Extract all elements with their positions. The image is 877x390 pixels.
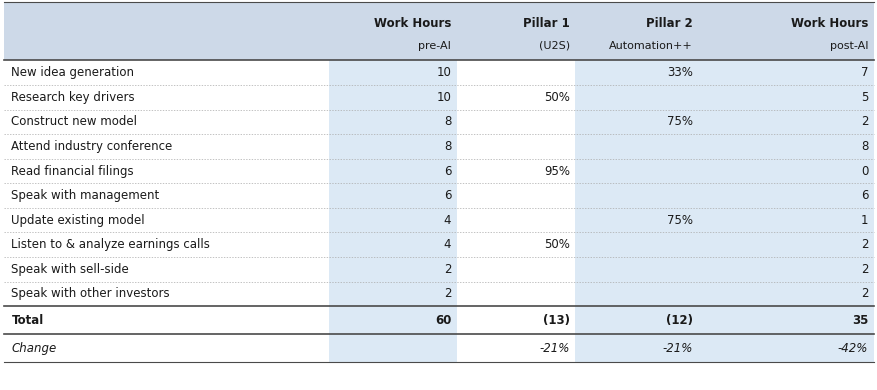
Text: 10: 10 bbox=[436, 91, 451, 104]
Text: Work Hours: Work Hours bbox=[790, 17, 867, 30]
Text: Research key drivers: Research key drivers bbox=[11, 91, 135, 104]
Text: 2: 2 bbox=[859, 287, 867, 300]
Text: 75%: 75% bbox=[666, 115, 692, 128]
Text: post-AI: post-AI bbox=[829, 41, 867, 51]
Bar bbox=[4, 2, 873, 60]
Text: 4: 4 bbox=[443, 214, 451, 227]
Text: 33%: 33% bbox=[667, 66, 692, 79]
Text: 10: 10 bbox=[436, 66, 451, 79]
Text: 75%: 75% bbox=[666, 214, 692, 227]
Bar bbox=[574, 60, 697, 362]
Text: Work Hours: Work Hours bbox=[374, 17, 451, 30]
Text: 4: 4 bbox=[443, 238, 451, 251]
Text: Update existing model: Update existing model bbox=[11, 214, 145, 227]
Text: (12): (12) bbox=[665, 314, 692, 327]
Text: Listen to & analyze earnings calls: Listen to & analyze earnings calls bbox=[11, 238, 210, 251]
Text: 8: 8 bbox=[444, 115, 451, 128]
Text: 5: 5 bbox=[860, 91, 867, 104]
Text: Speak with other investors: Speak with other investors bbox=[11, 287, 170, 300]
Text: -42%: -42% bbox=[837, 342, 867, 355]
Text: Automation++: Automation++ bbox=[609, 41, 692, 51]
Bar bbox=[329, 60, 456, 362]
Text: 1: 1 bbox=[859, 214, 867, 227]
Text: Attend industry conference: Attend industry conference bbox=[11, 140, 173, 153]
Text: 2: 2 bbox=[859, 115, 867, 128]
Text: 0: 0 bbox=[860, 165, 867, 177]
Text: 50%: 50% bbox=[544, 91, 569, 104]
Text: Construct new model: Construct new model bbox=[11, 115, 138, 128]
Text: 6: 6 bbox=[859, 189, 867, 202]
Text: (13): (13) bbox=[542, 314, 569, 327]
Text: Pillar 1: Pillar 1 bbox=[523, 17, 569, 30]
Text: 50%: 50% bbox=[544, 238, 569, 251]
Text: -21%: -21% bbox=[538, 342, 569, 355]
Text: 8: 8 bbox=[860, 140, 867, 153]
Text: 60: 60 bbox=[434, 314, 451, 327]
Text: -21%: -21% bbox=[661, 342, 692, 355]
Text: Speak with sell-side: Speak with sell-side bbox=[11, 263, 129, 276]
Text: New idea generation: New idea generation bbox=[11, 66, 134, 79]
Text: 35: 35 bbox=[851, 314, 867, 327]
Text: 6: 6 bbox=[443, 165, 451, 177]
Text: pre-AI: pre-AI bbox=[418, 41, 451, 51]
Text: 2: 2 bbox=[443, 263, 451, 276]
Text: Read financial filings: Read financial filings bbox=[11, 165, 134, 177]
Text: (U2S): (U2S) bbox=[538, 41, 569, 51]
Text: Total: Total bbox=[11, 314, 44, 327]
Text: 6: 6 bbox=[443, 189, 451, 202]
Text: Speak with management: Speak with management bbox=[11, 189, 160, 202]
Text: 95%: 95% bbox=[543, 165, 569, 177]
Text: Pillar 2: Pillar 2 bbox=[645, 17, 692, 30]
Text: 7: 7 bbox=[859, 66, 867, 79]
Text: 2: 2 bbox=[443, 287, 451, 300]
Bar bbox=[697, 60, 873, 362]
Text: 8: 8 bbox=[444, 140, 451, 153]
Text: 2: 2 bbox=[859, 238, 867, 251]
Text: Change: Change bbox=[11, 342, 57, 355]
Text: 2: 2 bbox=[859, 263, 867, 276]
